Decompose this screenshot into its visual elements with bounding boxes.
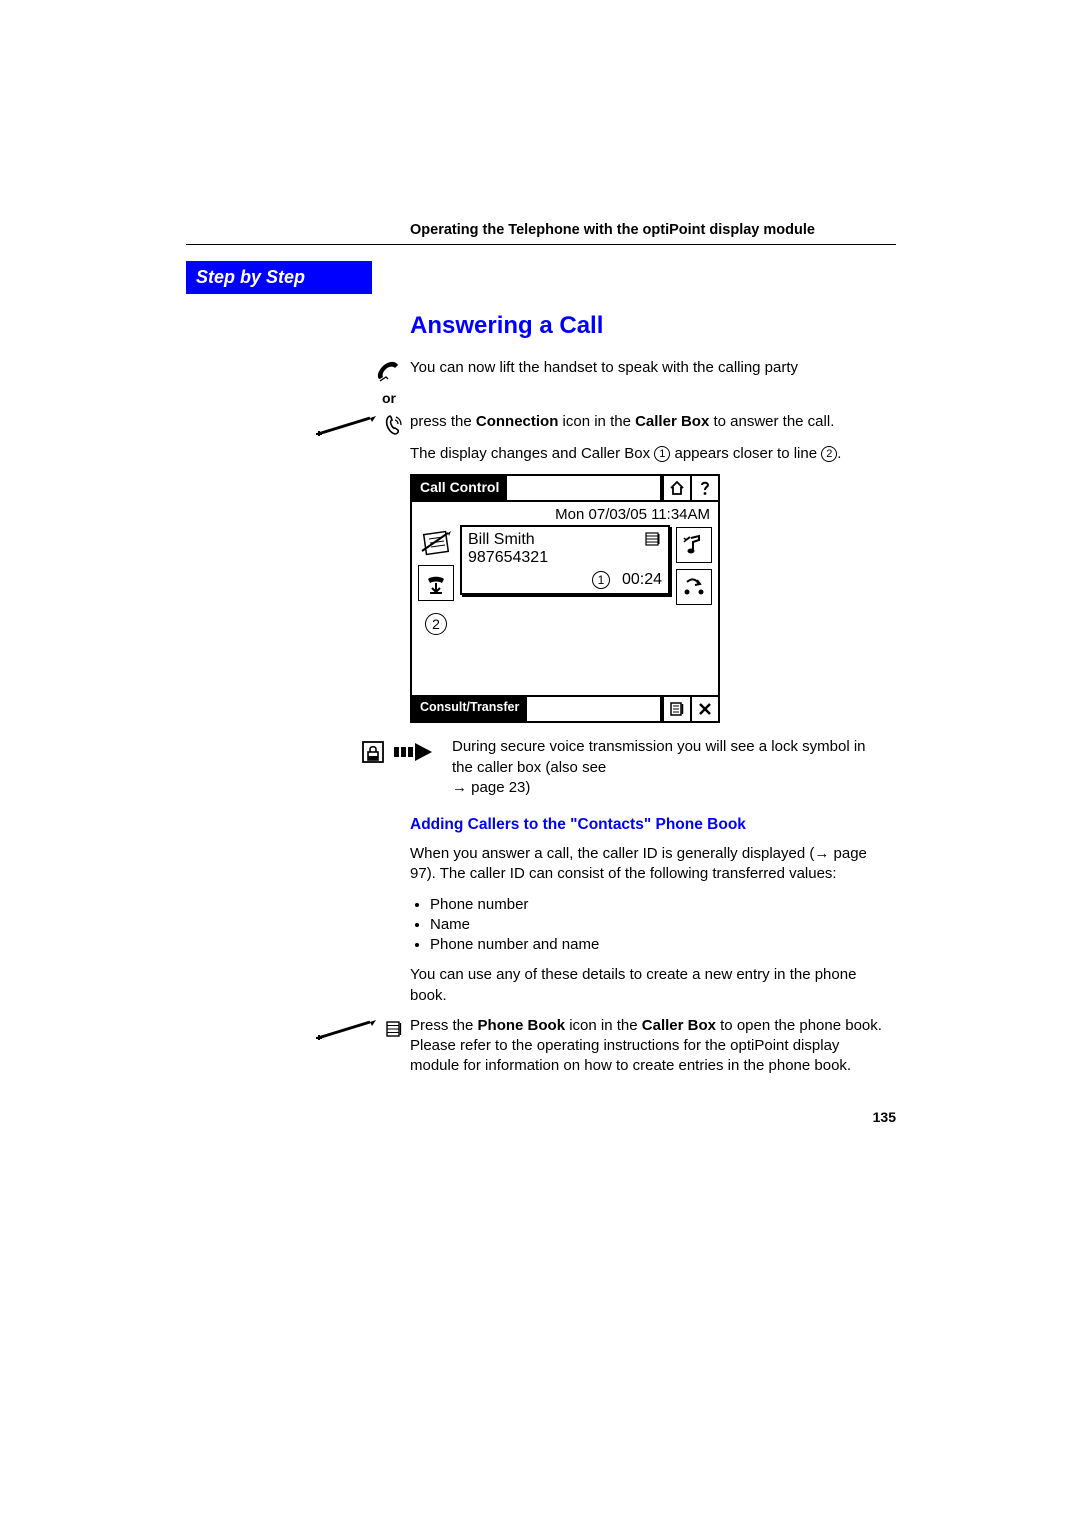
t: ). The caller ID can consist of the foll… [427, 865, 837, 882]
step-lift-handset: You can now lift the handset to speak wi… [410, 358, 890, 382]
titlebar-spacer [507, 476, 662, 500]
content-column: Answering a Call You can now lift the ha… [410, 312, 890, 1077]
t: appears closer to line [670, 445, 821, 462]
t: Press the [410, 1017, 478, 1034]
t: During secure voice transmission you wil… [452, 738, 866, 775]
note-text: During secure voice transmission you wil… [452, 737, 890, 798]
or-separator: or [382, 390, 890, 406]
display-center: Bill Smith 987654321 1 00:24 [460, 525, 670, 689]
t: icon in the [565, 1017, 642, 1034]
footerbar-spacer [527, 697, 662, 721]
page-container: Operating the Telephone with the optiPoi… [186, 222, 896, 1085]
display-main: 2 Bill Smith 987654321 [412, 525, 718, 695]
marker-1: 1 [592, 571, 610, 589]
step-press-connection: press the Connection icon in the Caller … [410, 412, 890, 436]
display-body: Mon 07/03/05 11:34AM 2 [410, 502, 720, 695]
display-right-column [674, 525, 714, 689]
section-title: Answering a Call [410, 312, 890, 340]
t: icon in the [558, 413, 635, 430]
circled-1: 1 [654, 446, 670, 462]
list-item: Phone number and name [430, 935, 890, 955]
caller-number: 987654321 [468, 549, 548, 567]
caller-name: Bill Smith [468, 531, 548, 549]
handset-icon [365, 358, 410, 382]
phonebook-step-icon [365, 1016, 410, 1040]
lock-icon [360, 739, 386, 770]
transfer-arrows-icon[interactable] [676, 569, 712, 605]
t: Caller Box [642, 1017, 716, 1034]
t: Caller Box [635, 413, 709, 430]
marker-2: 2 [425, 613, 447, 635]
caller-id-bullet-list: Phone number Name Phone number and name [410, 895, 890, 956]
list-item: Phone number [430, 895, 890, 915]
stylus-icon [316, 414, 382, 436]
display-footerbar: Consult/Transfer [410, 695, 720, 723]
step-press-phonebook: Press the Phone Book icon in the Caller … [410, 1016, 890, 1077]
t: Connection [476, 413, 559, 430]
secure-voice-note: During secure voice transmission you wil… [360, 737, 890, 798]
sidebar-tab: Step by Step [186, 261, 372, 294]
stylus-icon [316, 1018, 382, 1040]
home-icon[interactable] [662, 476, 690, 500]
call-timer: 00:24 [622, 571, 662, 589]
t: The display changes and [410, 445, 581, 462]
phone-display: Call Control Mon 07/03/05 11:34AM [410, 474, 720, 723]
caller-box[interactable]: Bill Smith 987654321 1 00:24 [460, 525, 670, 595]
step-text: You can now lift the handset to speak wi… [410, 358, 798, 378]
t: press the [410, 413, 476, 430]
notepad-icon[interactable] [418, 527, 454, 559]
subsection-title: Adding Callers to the "Contacts" Phone B… [410, 816, 890, 834]
t: to answer the call. [709, 413, 834, 430]
t: Phone Book [478, 1017, 566, 1034]
page-ref: → page 23) [452, 779, 530, 796]
t: Caller Box [581, 445, 650, 462]
step-text: Press the Phone Book icon in the Caller … [410, 1016, 890, 1077]
t: When you answer a call, the caller ID is… [410, 845, 814, 862]
titlebar-label: Call Control [412, 476, 507, 500]
help-icon[interactable] [690, 476, 718, 500]
close-icon[interactable] [690, 697, 718, 721]
music-note-icon[interactable] [676, 527, 712, 563]
circled-2: 2 [821, 446, 837, 462]
display-left-column: 2 [416, 525, 456, 689]
running-header: Operating the Telephone with the optiPoi… [186, 222, 896, 245]
phone-down-icon[interactable] [418, 565, 454, 601]
step-text: press the Connection icon in the Caller … [410, 412, 834, 432]
display-titlebar: Call Control [410, 474, 720, 502]
footerbar-label: Consult/Transfer [412, 697, 527, 721]
list-item: Name [430, 915, 890, 935]
display-datetime: Mon 07/03/05 11:34AM [412, 502, 718, 525]
phonebook-small-icon[interactable] [644, 531, 662, 552]
arrow-note-icon [390, 739, 434, 770]
list-icon[interactable] [662, 697, 690, 721]
caller-id-paragraph: When you answer a call, the caller ID is… [410, 844, 890, 885]
display-blank-area [460, 599, 670, 689]
connection-icon [365, 412, 410, 436]
display-change-text: The display changes and Caller Box 1 app… [410, 444, 890, 464]
page-number: 135 [873, 1109, 896, 1125]
create-entry-paragraph: You can use any of these details to crea… [410, 965, 890, 1006]
t: . [837, 445, 841, 462]
